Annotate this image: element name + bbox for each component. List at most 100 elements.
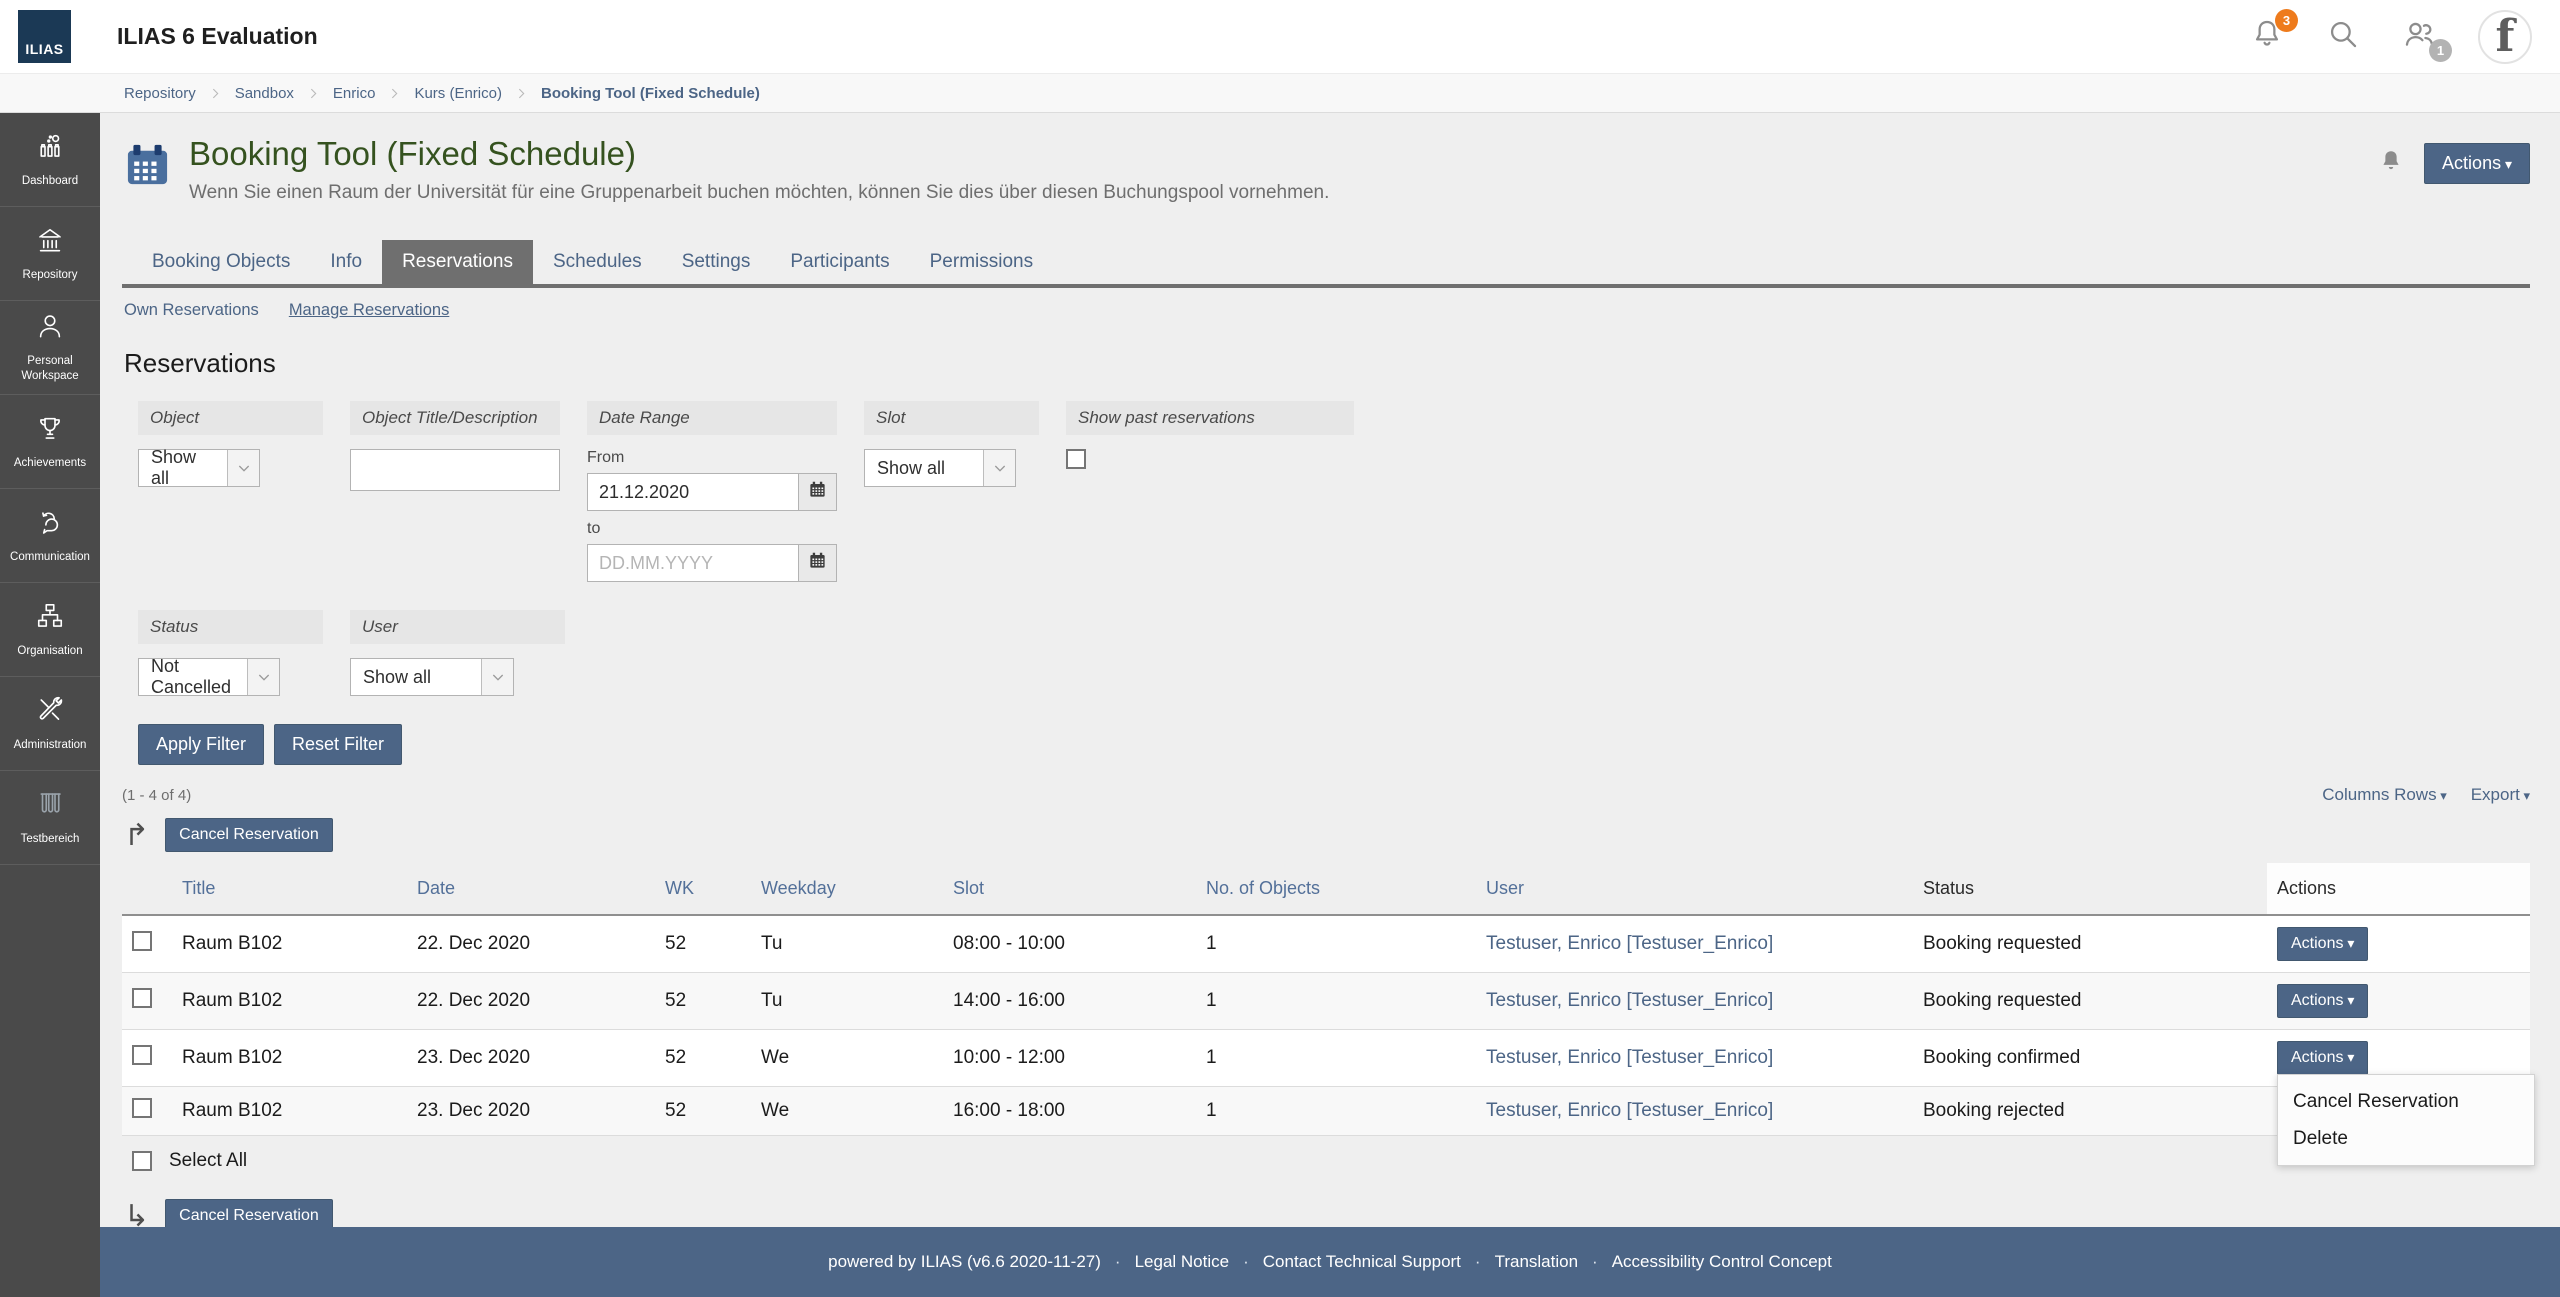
calendar-picker-button[interactable] (799, 544, 837, 582)
contacts-badge: 1 (2429, 39, 2452, 62)
subtab-manage-reservations[interactable]: Manage Reservations (288, 301, 450, 319)
slot-filter-value: Show all (877, 457, 946, 478)
slot-filter-select[interactable]: Show all (864, 449, 1016, 487)
sidebar-label: Communication (10, 550, 90, 563)
top-bar: ILIAS ILIAS 6 Evaluation 3 1 f (0, 0, 2560, 73)
breadcrumb-item-sandbox[interactable]: Sandbox (234, 84, 294, 102)
row-checkbox[interactable] (132, 931, 152, 951)
footer-link-contact-support[interactable]: Contact Technical Support (1262, 1252, 1461, 1271)
sidebar-label: Dashboard (21, 174, 79, 187)
tab-booking-objects[interactable]: Booking Objects (152, 251, 291, 272)
page-title: Booking Tool (Fixed Schedule) (189, 135, 636, 172)
cancel-reservation-button-bottom[interactable]: Cancel Reservation (165, 1199, 333, 1227)
sidebar-label: Achievements (13, 456, 87, 469)
subtab-bar: Own Reservations Manage Reservations (122, 288, 2530, 330)
header-objects[interactable]: No. of Objects (1196, 863, 1476, 916)
notification-bell-icon[interactable] (2378, 148, 2404, 179)
sidebar-label: Testbereich (20, 832, 80, 845)
sidebar-item-communication[interactable]: Communication (0, 489, 100, 583)
calendar-icon (808, 480, 827, 504)
tab-participants[interactable]: Participants (790, 251, 890, 272)
header-user[interactable]: User (1476, 863, 1913, 916)
select-all-checkbox[interactable] (132, 1151, 152, 1171)
sidebar-item-administration[interactable]: Administration (0, 677, 100, 771)
sidebar-item-dashboard[interactable]: Dashboard (0, 113, 100, 207)
menu-item-cancel-reservation[interactable]: Cancel Reservation (2293, 1091, 2459, 1112)
row-actions-button[interactable]: Actions (2277, 984, 2369, 1018)
contacts-icon (2402, 17, 2436, 56)
tab-permissions[interactable]: Permissions (929, 251, 1034, 272)
avatar[interactable]: f (2478, 9, 2532, 64)
show-past-checkbox[interactable] (1066, 449, 1086, 469)
user-link[interactable]: Testuser, Enrico [Testuser_Enrico] (1486, 990, 1774, 1011)
cancel-reservation-button-top[interactable]: Cancel Reservation (165, 818, 333, 852)
cell-title: Raum B102 (172, 1029, 407, 1087)
header-date[interactable]: Date (407, 863, 655, 916)
notifications-badge: 3 (2275, 9, 2298, 32)
booking-tool-icon (124, 141, 171, 193)
row-actions-button[interactable]: Actions (2277, 927, 2369, 961)
table-row: Raum B102 22. Dec 2020 52 Tu 14:00 - 16:… (122, 972, 2530, 1030)
sidebar-item-testbereich[interactable]: Testbereich (0, 771, 100, 865)
tab-schedules[interactable]: Schedules (552, 251, 642, 272)
search-button[interactable] (2326, 17, 2360, 56)
table-header-row: Title Date WK Weekday Slot No. of Object… (122, 863, 2530, 916)
footer-link-accessibility[interactable]: Accessibility Control Concept (1611, 1252, 1832, 1271)
sidebar-item-organisation[interactable]: Organisation (0, 583, 100, 677)
breadcrumb-item-booking-tool[interactable]: Booking Tool (Fixed Schedule) (540, 84, 760, 102)
object-filter-select[interactable]: Show all (138, 447, 260, 488)
avatar-letter: f (2495, 11, 2515, 62)
repository-icon (35, 225, 65, 260)
date-to-input[interactable] (587, 544, 799, 582)
tab-settings[interactable]: Settings (681, 251, 751, 272)
notifications-button[interactable]: 3 (2250, 9, 2298, 56)
powered-by-text: powered by ILIAS (v6.6 2020-11-27) (828, 1252, 1101, 1271)
org-chart-icon (35, 601, 65, 636)
menu-item-delete[interactable]: Delete (2293, 1128, 2348, 1149)
cell-date: 23. Dec 2020 (407, 1029, 655, 1087)
header-weekday[interactable]: Weekday (751, 863, 943, 916)
reservations-table: Title Date WK Weekday Slot No. of Object… (122, 863, 2535, 1166)
user-link[interactable]: Testuser, Enrico [Testuser_Enrico] (1486, 1047, 1774, 1068)
header-wk[interactable]: WK (655, 863, 751, 916)
subtab-own-reservations[interactable]: Own Reservations (124, 301, 259, 319)
sidebar-label: Personal Workspace (21, 355, 79, 382)
apply-filter-button[interactable]: Apply Filter (138, 724, 265, 765)
footer-link-legal-notice[interactable]: Legal Notice (1134, 1252, 1230, 1271)
row-checkbox[interactable] (132, 1098, 152, 1118)
row-actions-button-open[interactable]: Actions (2277, 1041, 2369, 1075)
breadcrumb-item-repository[interactable]: Repository (124, 84, 196, 102)
user-filter-select[interactable]: Show all (350, 658, 514, 696)
chevron-down-icon (983, 450, 1015, 486)
sidebar-label: Organisation (17, 644, 83, 657)
columns-rows-dropdown[interactable]: Columns Rows (2322, 785, 2446, 805)
row-checkbox[interactable] (132, 988, 152, 1008)
sidebar-item-achievements[interactable]: Achievements (0, 395, 100, 489)
breadcrumb-item-enrico[interactable]: Enrico (332, 84, 376, 102)
cell-date: 22. Dec 2020 (407, 915, 655, 973)
sidebar-item-personal-workspace[interactable]: Personal Workspace (0, 301, 100, 395)
reset-filter-button[interactable]: Reset Filter (274, 724, 403, 765)
cell-wk: 52 (655, 972, 751, 1030)
chevron-down-icon (247, 659, 279, 695)
ilias-logo[interactable]: ILIAS (18, 10, 71, 63)
contacts-button[interactable]: 1 (2402, 17, 2452, 62)
date-to-label: to (587, 520, 601, 537)
status-filter-select[interactable]: Not Cancelled (138, 656, 280, 697)
header-slot[interactable]: Slot (943, 863, 1196, 916)
tab-reservations[interactable]: Reservations (382, 240, 533, 284)
header-title[interactable]: Title (172, 863, 407, 916)
page-actions-button[interactable]: Actions (2424, 143, 2530, 184)
user-link[interactable]: Testuser, Enrico [Testuser_Enrico] (1486, 933, 1774, 954)
table-row: Raum B102 23. Dec 2020 52 We 16:00 - 18:… (122, 1086, 2530, 1136)
calendar-picker-button[interactable] (799, 473, 837, 511)
export-dropdown[interactable]: Export (2471, 785, 2530, 805)
footer-link-translation[interactable]: Translation (1494, 1252, 1579, 1271)
tab-info[interactable]: Info (330, 251, 363, 272)
row-checkbox[interactable] (132, 1045, 152, 1065)
breadcrumb-item-kurs[interactable]: Kurs (Enrico) (414, 84, 502, 102)
sidebar-item-repository[interactable]: Repository (0, 207, 100, 301)
user-link[interactable]: Testuser, Enrico [Testuser_Enrico] (1486, 1100, 1774, 1121)
object-title-input[interactable] (350, 449, 560, 491)
date-from-input[interactable] (587, 473, 799, 511)
